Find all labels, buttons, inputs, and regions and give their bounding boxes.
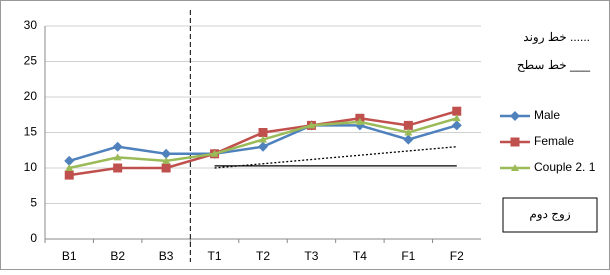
legend-label: Female [534, 134, 574, 148]
y-tick-label: 5 [30, 196, 37, 210]
x-tick-label: T4 [353, 249, 367, 263]
y-tick-label: 15 [24, 125, 38, 139]
level-legend: خط سطح ___ [517, 58, 590, 72]
x-tick-label: T3 [304, 249, 318, 263]
x-tick-label: T1 [208, 249, 222, 263]
point [65, 171, 74, 180]
box-label: زوج دوم [529, 207, 570, 221]
x-tick-label: F2 [450, 249, 464, 263]
legend-label: Male [534, 108, 560, 122]
y-tick-label: 0 [30, 231, 37, 245]
x-tick-label: F1 [401, 249, 415, 263]
point [162, 164, 171, 173]
x-tick-label: T2 [256, 249, 270, 263]
legend-label: Couple 2. 1 [534, 160, 596, 174]
trend-legend: خط روند ...... [523, 30, 590, 44]
y-tick-label: 25 [24, 54, 38, 68]
x-tick-label: B1 [62, 249, 77, 263]
y-tick-label: 20 [24, 89, 38, 103]
y-tick-label: 10 [24, 160, 38, 174]
y-tick-label: 30 [24, 18, 38, 32]
point [113, 164, 122, 173]
x-tick-label: B3 [159, 249, 174, 263]
point [511, 138, 520, 147]
x-tick-label: B2 [110, 249, 125, 263]
chart: خط روند ...... خط سطح ___ زوج دوم 0 5 10 15… [0, 0, 610, 270]
